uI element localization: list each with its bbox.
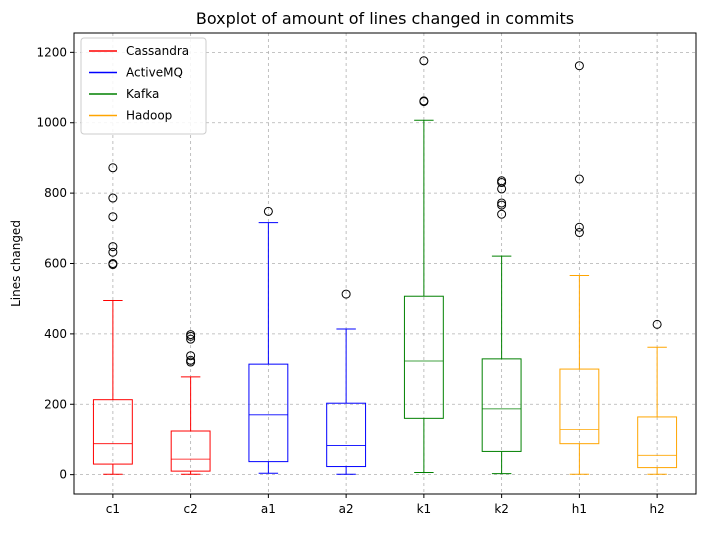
outlier-point — [186, 351, 196, 361]
y-tick-label: 200 — [44, 397, 67, 411]
outlier-point — [574, 61, 584, 71]
legend-box — [80, 37, 207, 135]
y-tick-label: 400 — [44, 327, 67, 341]
box-k1 — [403, 56, 444, 474]
legend-label: ActiveMQ — [126, 66, 183, 80]
outlier-point — [186, 355, 196, 365]
axes: 0 200 400 600 800 1000 1200 c1 c2 a1 a2 k1 k2 h1 h2 — [36, 45, 664, 516]
outlier-point — [108, 212, 118, 222]
legend: Cassandra ActiveMQ Kafka Hadoop — [80, 37, 207, 135]
outlier-point — [108, 259, 118, 268]
iqr-box — [170, 430, 211, 472]
iqr-box — [326, 402, 367, 468]
x-tick-label: c2 — [184, 502, 198, 516]
box-h2 — [637, 319, 678, 475]
box-a1 — [248, 206, 289, 474]
box-c1 — [92, 163, 133, 475]
iqr-box — [92, 399, 133, 465]
outlier-point — [108, 193, 118, 203]
outlier-point — [497, 209, 507, 219]
outlier-point — [574, 222, 584, 232]
box-a2 — [326, 289, 367, 475]
outlier-point — [186, 330, 196, 340]
outlier-point — [108, 247, 118, 257]
iqr-box — [403, 295, 444, 419]
x-tick-label: a1 — [261, 502, 276, 516]
outlier-point — [574, 228, 584, 238]
box-h1 — [559, 61, 600, 475]
x-tick-label: a2 — [339, 502, 354, 516]
x-tick-label: k1 — [417, 502, 432, 516]
box-k2 — [481, 176, 522, 475]
x-tick-label: k2 — [494, 502, 509, 516]
iqr-box — [559, 368, 600, 445]
outlier-point — [108, 163, 118, 173]
y-tick-label: 1000 — [36, 116, 67, 130]
chart-title: Boxplot of amount of lines changed in co… — [196, 9, 574, 28]
y-tick-label: 600 — [44, 257, 67, 271]
y-tick-label: 0 — [59, 468, 67, 482]
outlier-point — [419, 96, 429, 106]
legend-label: Hadoop — [126, 109, 172, 123]
outlier-point — [419, 56, 429, 66]
outlier-point — [497, 200, 507, 210]
y-tick-label: 800 — [44, 186, 67, 200]
iqr-box — [248, 363, 289, 463]
x-tick-label: c1 — [106, 502, 120, 516]
outlier-point — [652, 319, 662, 329]
outlier-point — [574, 174, 584, 184]
box-c2 — [170, 330, 211, 475]
x-tick-label: h1 — [572, 502, 587, 516]
outlier-point — [263, 206, 273, 216]
y-axis-label: Lines changed — [9, 220, 23, 307]
boxes — [92, 56, 678, 475]
x-tick-label: h2 — [650, 502, 665, 516]
y-tick-label: 1200 — [36, 45, 67, 59]
legend-label: Cassandra — [126, 44, 189, 58]
outlier-point — [497, 198, 507, 208]
outlier-point — [497, 176, 507, 186]
outlier-point — [108, 242, 118, 252]
outlier-point — [186, 334, 196, 344]
iqr-box — [481, 358, 522, 452]
outlier-point — [341, 289, 351, 299]
legend-label: Kafka — [126, 87, 159, 101]
iqr-box — [637, 416, 678, 469]
